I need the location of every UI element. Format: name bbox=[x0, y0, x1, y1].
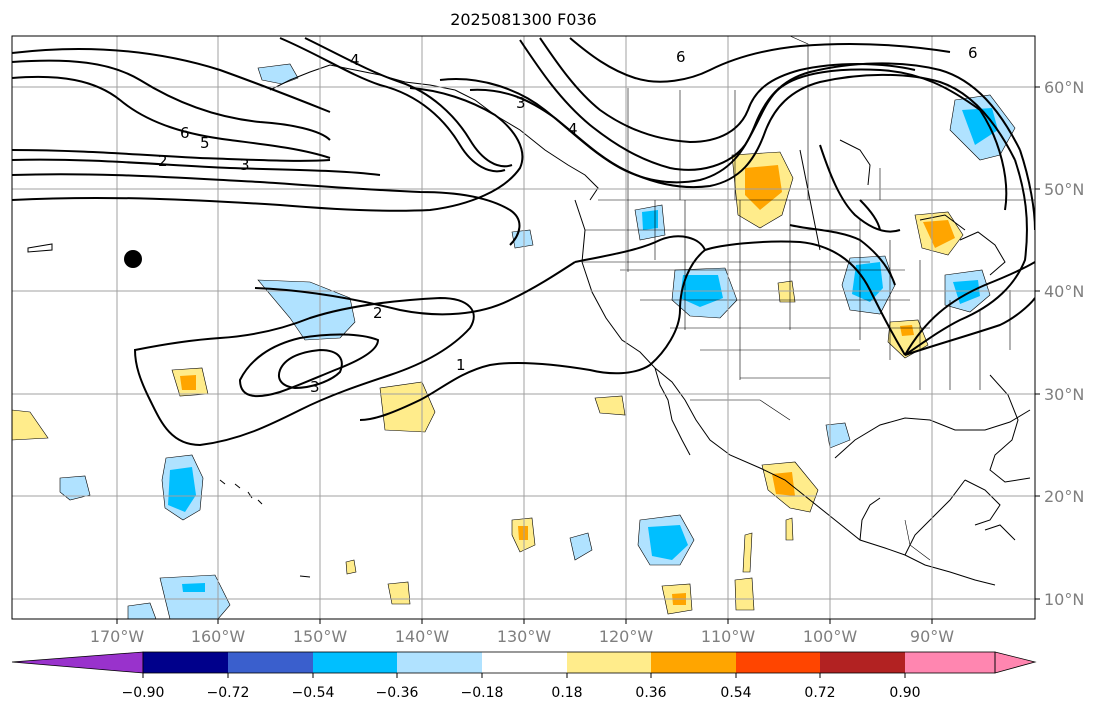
lat-label: 50°N bbox=[1044, 180, 1084, 199]
islands bbox=[27, 243, 311, 578]
colorbar-tick-label: 0.54 bbox=[720, 685, 751, 701]
pos-anomaly-core bbox=[745, 165, 782, 210]
contour-label: 6 bbox=[180, 124, 190, 142]
lon-label: 150°W bbox=[293, 627, 348, 646]
gridlines bbox=[12, 36, 1035, 619]
colorbar-segment bbox=[143, 652, 228, 673]
colorbar-segment bbox=[228, 652, 313, 673]
pos-anomaly-core bbox=[900, 325, 914, 336]
colorbar-segment bbox=[482, 652, 567, 673]
colorbar-tick-label: −0.18 bbox=[461, 685, 504, 701]
colorbar-tick-label: 0.18 bbox=[551, 685, 582, 701]
colorbar-segment bbox=[567, 652, 651, 673]
contour-label: 4 bbox=[568, 120, 578, 138]
contour-label-group: 6 5 2 3 4 3 4 6 6 2 3 1 bbox=[158, 44, 978, 396]
colorbar-segment bbox=[651, 652, 736, 673]
colorbar-max-extend bbox=[994, 651, 1037, 674]
neg-anomaly-core bbox=[168, 467, 196, 512]
neg-anomaly-patch bbox=[127, 602, 157, 619]
pos-anomaly-patch bbox=[379, 381, 436, 433]
colorbar: −0.90 −0.72 −0.54 −0.36 −0.18 0.18 0.36 … bbox=[11, 651, 1037, 701]
lat-label: 40°N bbox=[1044, 282, 1084, 301]
contour-label: 4 bbox=[350, 51, 360, 69]
neg-anomaly-patch bbox=[825, 422, 851, 449]
pos-anomaly-patch bbox=[785, 517, 794, 541]
lon-label: 120°W bbox=[599, 627, 654, 646]
lon-label: 170°W bbox=[90, 627, 145, 646]
pos-anomaly-core bbox=[923, 220, 955, 248]
political-borders bbox=[582, 36, 1035, 561]
lat-label: 60°N bbox=[1044, 78, 1084, 97]
contour-label: 3 bbox=[516, 94, 526, 112]
pos-anomaly-core bbox=[180, 375, 196, 390]
lon-label: 140°W bbox=[395, 627, 450, 646]
colorbar-segment bbox=[820, 652, 905, 673]
lon-label: 130°W bbox=[497, 627, 552, 646]
neg-anomaly-patch bbox=[59, 475, 91, 501]
colorbar-min-extend bbox=[11, 651, 144, 674]
colorbar-segment bbox=[313, 652, 397, 673]
pos-anomaly-patch bbox=[345, 559, 357, 575]
anomaly-shading bbox=[12, 63, 1016, 619]
latitude-labels: 60°N 50°N 40°N 30°N 20°N 10°N bbox=[1044, 78, 1084, 609]
colorbar-tick-label: 0.90 bbox=[889, 685, 920, 701]
colorbar-frame bbox=[142, 651, 996, 674]
map-title: 2025081300 F036 bbox=[450, 10, 597, 29]
contour-label: 6 bbox=[676, 48, 686, 66]
contour-label: 2 bbox=[158, 152, 168, 170]
contour-label: 6 bbox=[968, 44, 978, 62]
neg-anomaly-patch bbox=[569, 532, 593, 561]
lon-label: 160°W bbox=[191, 627, 246, 646]
pos-anomaly-patch bbox=[594, 395, 626, 416]
colorbar-segment bbox=[905, 652, 995, 673]
pos-anomaly-core bbox=[518, 526, 528, 540]
neg-anomaly-patch bbox=[159, 574, 231, 619]
contour-label: 3 bbox=[240, 156, 250, 174]
colorbar-tick-label: −0.72 bbox=[207, 685, 250, 701]
neg-anomaly-core bbox=[642, 210, 658, 230]
colorbar-segment bbox=[736, 652, 820, 673]
lon-label: 90°W bbox=[910, 627, 954, 646]
pos-anomaly-patch bbox=[12, 409, 49, 441]
lat-label: 10°N bbox=[1044, 590, 1084, 609]
contour-lines bbox=[12, 37, 1035, 447]
contour-label: 5 bbox=[200, 134, 210, 152]
station-marker bbox=[124, 250, 142, 268]
lat-label: 30°N bbox=[1044, 385, 1084, 404]
contour-label: 2 bbox=[373, 304, 383, 322]
tick-marks bbox=[116, 86, 1040, 624]
lon-label: 110°W bbox=[701, 627, 756, 646]
pos-anomaly-patch bbox=[742, 532, 753, 573]
colorbar-tick-label: −0.54 bbox=[292, 685, 335, 701]
contour-label: 1 bbox=[456, 356, 466, 374]
colorbar-tick-label: 0.72 bbox=[804, 685, 835, 701]
longitude-labels: 170°W 160°W 150°W 140°W 130°W 120°W 110°… bbox=[90, 627, 954, 646]
coastlines bbox=[269, 64, 1031, 586]
contour-label: 3 bbox=[310, 378, 320, 396]
neg-anomaly-core bbox=[182, 583, 205, 592]
colorbar-tick-label: −0.36 bbox=[376, 685, 419, 701]
neg-anomaly-core bbox=[648, 525, 688, 560]
pos-anomaly-patch bbox=[734, 577, 755, 611]
pos-anomaly-core bbox=[772, 472, 795, 496]
colorbar-tick-label: −0.90 bbox=[122, 685, 165, 701]
lon-label: 100°W bbox=[803, 627, 858, 646]
lat-label: 20°N bbox=[1044, 487, 1084, 506]
colorbar-tick-label: 0.36 bbox=[635, 685, 666, 701]
pos-anomaly-patch bbox=[387, 581, 411, 605]
neg-anomaly-patch bbox=[257, 63, 299, 85]
colorbar-segment bbox=[397, 652, 482, 673]
